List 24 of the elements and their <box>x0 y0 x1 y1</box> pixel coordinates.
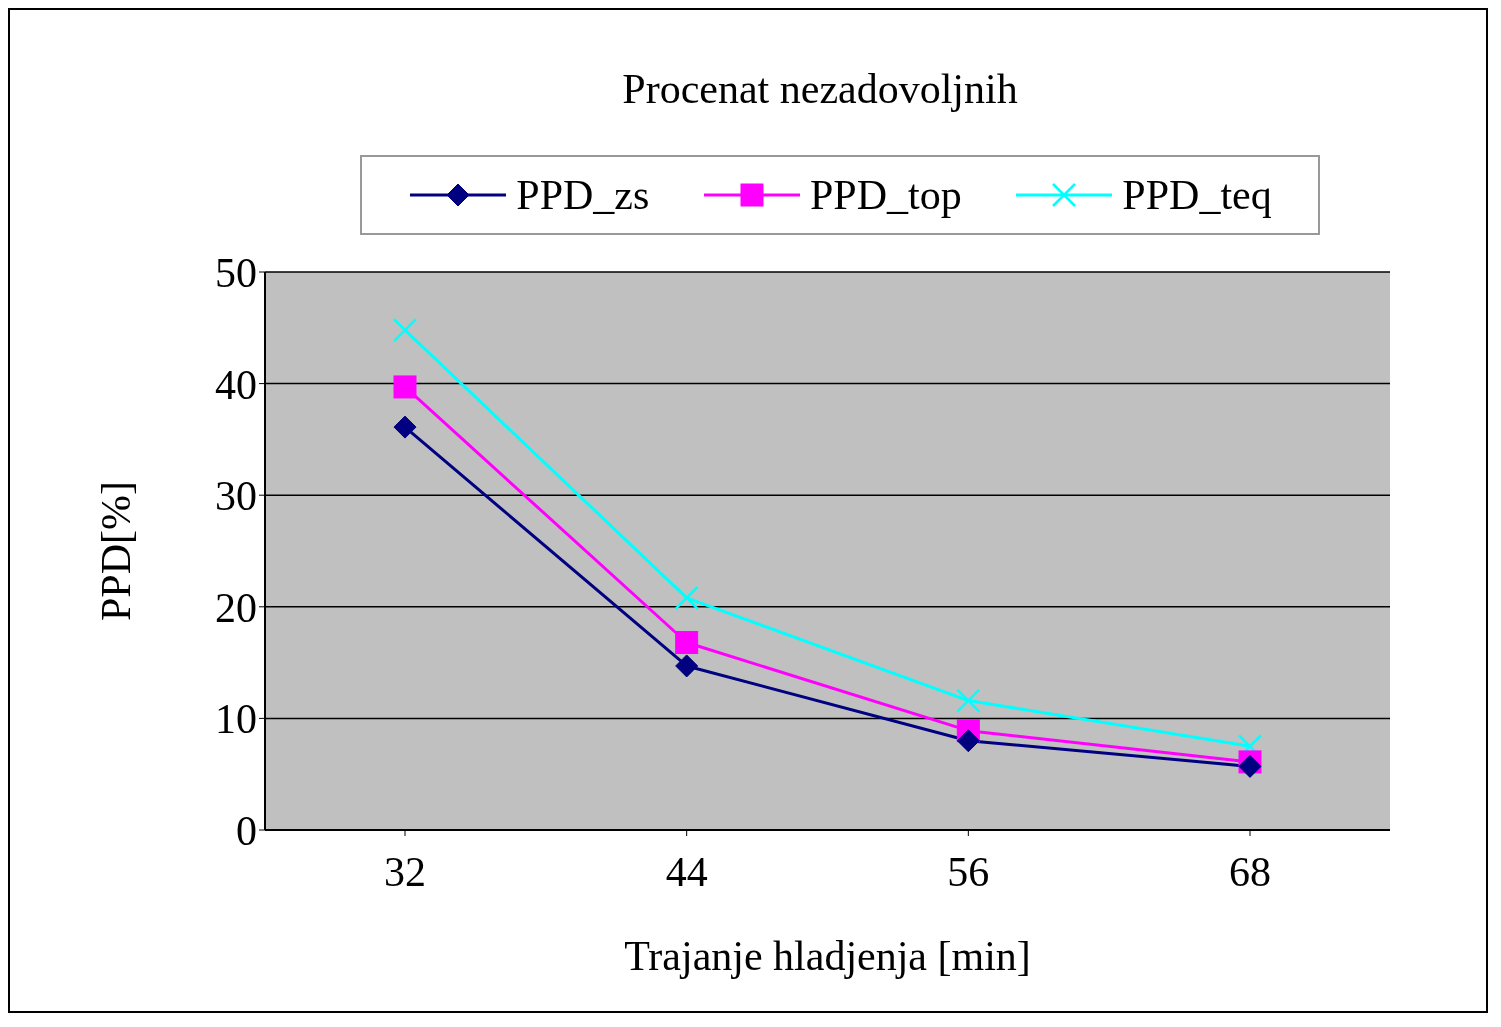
legend-label: PPD_teq <box>1122 171 1272 219</box>
y-tick-label: 40 <box>215 361 257 408</box>
point <box>393 375 417 399</box>
y-tick-label: 20 <box>215 584 257 631</box>
point <box>675 631 699 655</box>
legend-label: PPD_zs <box>516 171 650 219</box>
point <box>393 415 417 439</box>
point <box>956 729 980 753</box>
x-axis-title: Trajanje hladjenja [min] <box>624 933 1031 979</box>
x-tick-label: 68 <box>1229 848 1271 895</box>
point <box>392 317 418 343</box>
y-tick-label: 30 <box>215 473 257 520</box>
chart-title: Procenat nezadovoljnih <box>621 65 1019 113</box>
x-tick-label: 44 <box>665 848 708 895</box>
x-tick-label: 32 <box>384 848 426 895</box>
y-tick-label: 0 <box>236 807 257 854</box>
point <box>956 688 981 713</box>
legend-label: PPD_top <box>809 171 962 219</box>
point <box>675 654 699 678</box>
x-tick-label: 56 <box>947 848 990 895</box>
point <box>674 585 699 611</box>
y-tick-label: 10 <box>215 696 257 743</box>
y-axis-title: PPD[%] <box>92 480 139 622</box>
y-tick-label: 50 <box>215 249 257 296</box>
